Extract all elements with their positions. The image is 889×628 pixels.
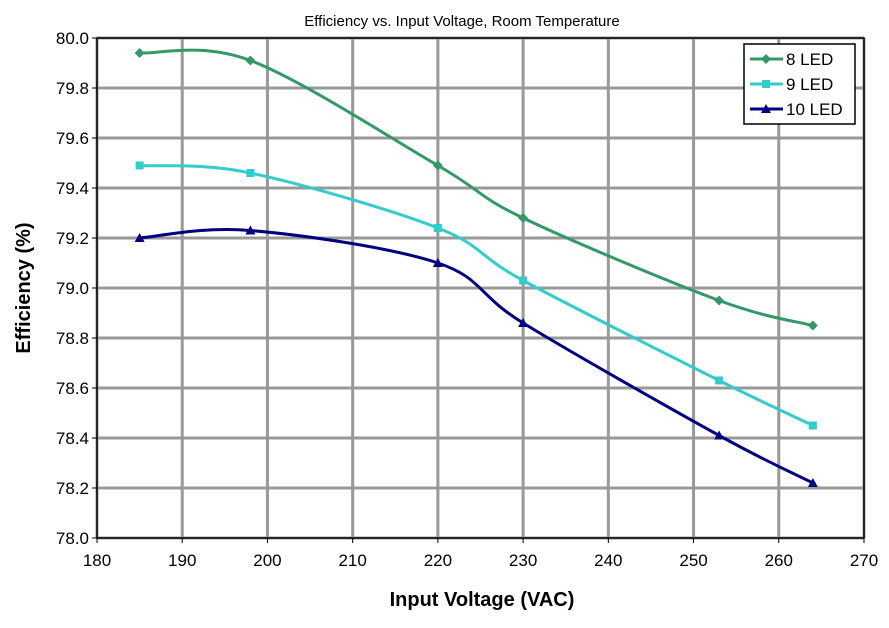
data-point <box>714 430 725 440</box>
legend-marker <box>762 80 770 88</box>
data-point <box>715 376 724 385</box>
data-point <box>518 318 529 327</box>
x-tick-label: 200 <box>253 551 281 570</box>
x-tick-label: 270 <box>850 551 878 570</box>
plot-border <box>96 37 865 539</box>
legend-marker <box>761 104 771 113</box>
x-tick-label: 220 <box>424 551 452 570</box>
y-tick-label: 79.6 <box>56 129 89 148</box>
legend-item: 8 LED <box>750 50 833 69</box>
data-point <box>519 276 528 285</box>
y-tick-label: 78.2 <box>56 479 89 498</box>
y-tick-label: 78.4 <box>56 429 89 448</box>
x-tick-label: 240 <box>594 551 622 570</box>
legend-marker <box>761 54 771 64</box>
x-axis-label: Input Voltage (VAC) <box>390 589 575 611</box>
x-tick-label: 230 <box>509 551 537 570</box>
series-line <box>139 228 814 485</box>
data-point <box>245 55 256 66</box>
x-tick-label: 260 <box>765 551 793 570</box>
y-axis-label: Efficiency (%) <box>13 222 35 353</box>
data-point <box>807 478 818 487</box>
data-point <box>808 421 817 430</box>
series-8-led <box>134 48 818 331</box>
legend-label: 10 LED <box>786 100 843 119</box>
data-point <box>432 258 443 267</box>
data-point <box>134 233 145 242</box>
chart-title: Efficiency vs. Input Voltage, Room Tempe… <box>304 13 619 30</box>
x-tick-label: 180 <box>83 551 111 570</box>
legend-item: 9 LED <box>750 75 833 94</box>
y-tick-label: 78.6 <box>56 379 89 398</box>
x-tick-label: 210 <box>338 551 366 570</box>
data-point <box>518 213 529 223</box>
y-tick-label: 79.8 <box>56 79 89 98</box>
x-tick-label: 190 <box>168 551 196 570</box>
y-tick-label: 80.0 <box>56 29 89 48</box>
data-point <box>807 320 818 331</box>
y-tick-label: 78.8 <box>56 329 89 348</box>
y-tick-label: 79.2 <box>56 229 89 248</box>
series-9-led <box>135 161 817 430</box>
data-point <box>714 295 725 306</box>
data-point <box>135 161 144 170</box>
data-point <box>245 225 256 235</box>
data-point <box>433 224 442 232</box>
series-10-led <box>134 225 818 487</box>
legend-label: 8 LED <box>786 50 833 69</box>
y-tick-label: 78.0 <box>56 529 89 548</box>
y-tick-label: 79.0 <box>56 279 89 298</box>
y-axis-ticks: 78.0 78.2 78.4 78.6 78.8 79.0 79.2 79.4 79.6 79.8… <box>56 29 97 548</box>
y-tick-label: 79.4 <box>56 179 89 198</box>
series-group <box>134 48 818 487</box>
legend-label: 9 LED <box>786 75 833 94</box>
data-point <box>246 169 255 177</box>
data-point <box>134 48 145 58</box>
legend: 8 LED 9 LED 10 LED <box>743 43 856 125</box>
legend-item: 10 LED <box>750 100 843 119</box>
x-tick-label: 250 <box>679 551 707 570</box>
x-axis-ticks: 180 190 200 210 220 230 240 250 260 270 <box>83 538 878 570</box>
data-point <box>432 160 443 171</box>
